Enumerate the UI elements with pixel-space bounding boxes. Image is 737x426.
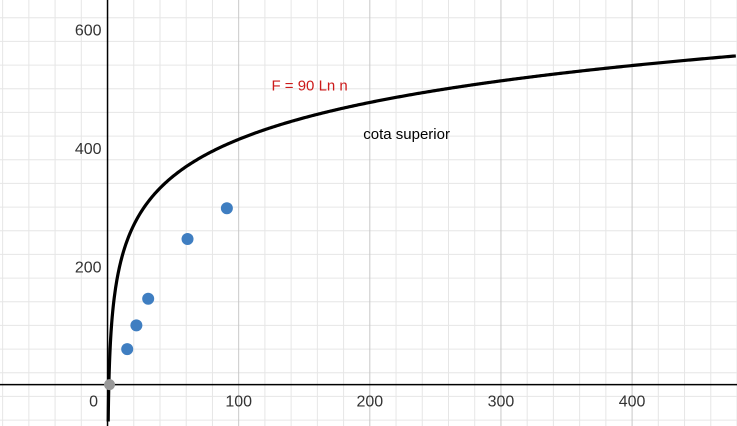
x-tick-label: 400 bbox=[619, 394, 646, 411]
x-tick-label: 100 bbox=[225, 394, 252, 411]
data-point bbox=[121, 343, 134, 356]
y-tick-label: 600 bbox=[75, 23, 102, 40]
x-tick-label: 300 bbox=[488, 394, 515, 411]
grid-major bbox=[238, 0, 633, 426]
curve-line bbox=[106, 54, 737, 422]
x-tick-label: 0 bbox=[89, 394, 98, 411]
data-point bbox=[220, 202, 233, 215]
y-tick-label: 400 bbox=[75, 141, 102, 158]
tick-labels: 0 100 200 300 400 200 400 600 bbox=[75, 23, 646, 411]
curve-group bbox=[106, 54, 737, 422]
annotation-label: cota superior bbox=[363, 126, 450, 143]
data-point bbox=[181, 233, 194, 246]
data-point bbox=[130, 319, 143, 332]
y-tick-label: 200 bbox=[75, 259, 102, 276]
curve-label: F = 90 Ln n bbox=[271, 78, 347, 95]
origin-point bbox=[104, 379, 116, 391]
data-point bbox=[142, 292, 155, 305]
x-tick-label: 200 bbox=[356, 394, 383, 411]
data-points bbox=[104, 202, 233, 391]
